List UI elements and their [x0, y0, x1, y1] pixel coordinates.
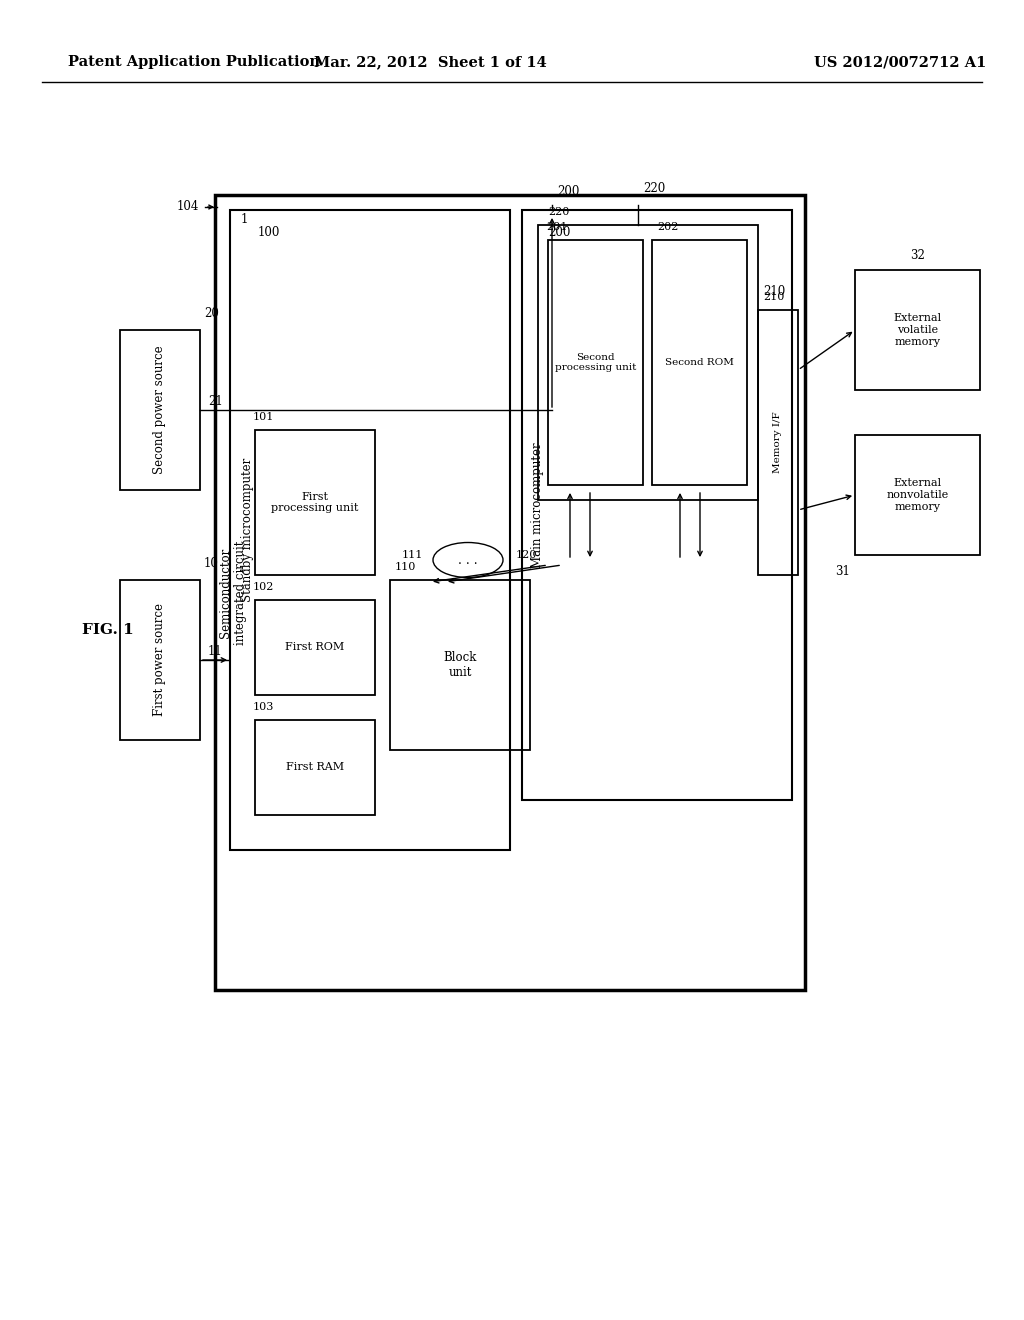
Bar	[120, 579, 200, 741]
Text: 111: 111	[401, 550, 423, 560]
Text: 220: 220	[548, 207, 569, 216]
Text: First RAM: First RAM	[286, 763, 344, 772]
Bar	[855, 271, 980, 389]
Text: External
nonvolatile
memory: External nonvolatile memory	[887, 478, 948, 512]
Bar	[390, 579, 530, 750]
Text: 202: 202	[657, 222, 678, 232]
Text: 20: 20	[204, 308, 219, 319]
Bar	[758, 310, 798, 576]
Text: 200: 200	[548, 226, 570, 239]
Bar	[652, 240, 746, 484]
Text: Standby microcomputer: Standby microcomputer	[242, 458, 255, 602]
Text: Second
processing unit: Second processing unit	[555, 352, 636, 372]
Bar	[230, 210, 510, 850]
Text: 11: 11	[208, 645, 223, 657]
Text: FIG. 1: FIG. 1	[82, 623, 134, 638]
Text: 220: 220	[643, 182, 666, 195]
Text: 100: 100	[258, 226, 281, 239]
Text: US 2012/0072712 A1: US 2012/0072712 A1	[814, 55, 986, 69]
Text: First ROM: First ROM	[286, 643, 345, 652]
Text: 200: 200	[557, 185, 580, 198]
Text: 101: 101	[253, 412, 274, 422]
Text: 104: 104	[177, 201, 200, 213]
Bar	[255, 719, 375, 814]
Text: First
processing unit: First processing unit	[271, 492, 358, 513]
Bar	[855, 436, 980, 554]
Bar	[120, 330, 200, 490]
Text: 210: 210	[763, 292, 784, 302]
Text: 210: 210	[763, 285, 785, 298]
Bar	[548, 240, 643, 484]
Text: First power source: First power source	[154, 603, 167, 717]
Text: Patent Application Publication: Patent Application Publication	[68, 55, 319, 69]
Text: 120: 120	[516, 550, 538, 560]
Text: 32: 32	[910, 249, 925, 261]
Bar	[255, 601, 375, 696]
Text: . . .: . . .	[458, 553, 478, 566]
Text: Second ROM: Second ROM	[665, 358, 734, 367]
Text: 31: 31	[836, 565, 850, 578]
Text: Main microcomputer: Main microcomputer	[531, 442, 545, 568]
Text: Semiconductor
integrated circuit: Semiconductor integrated circuit	[219, 540, 247, 644]
Text: 1: 1	[241, 213, 249, 226]
Text: 110: 110	[395, 562, 417, 572]
Text: 103: 103	[253, 702, 274, 711]
Text: External
volatile
memory: External volatile memory	[893, 313, 941, 347]
Text: Block
unit: Block unit	[443, 651, 477, 678]
Text: 21: 21	[208, 395, 223, 408]
Text: Memory I/F: Memory I/F	[773, 412, 782, 474]
Text: 201: 201	[546, 222, 567, 232]
Text: 10: 10	[204, 557, 219, 570]
Bar	[522, 210, 792, 800]
Text: 102: 102	[253, 582, 274, 591]
Bar	[215, 195, 805, 990]
Text: Second power source: Second power source	[154, 346, 167, 474]
Bar	[255, 430, 375, 576]
Text: Mar. 22, 2012  Sheet 1 of 14: Mar. 22, 2012 Sheet 1 of 14	[313, 55, 547, 69]
Bar	[538, 224, 758, 500]
